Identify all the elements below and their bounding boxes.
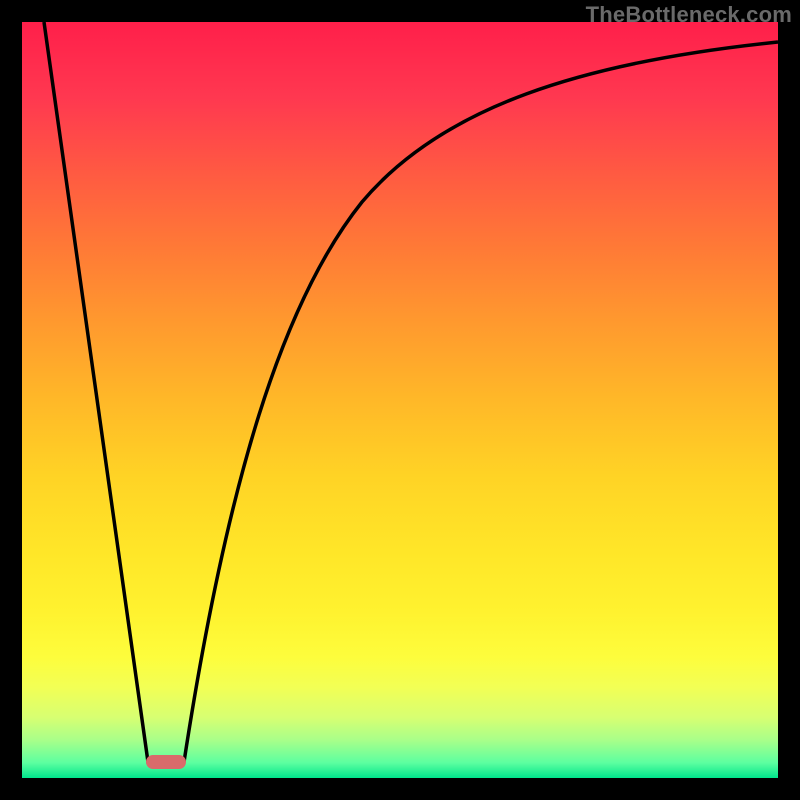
bottleneck-curve bbox=[22, 22, 778, 778]
trough-marker bbox=[146, 755, 186, 769]
plot-area bbox=[22, 22, 778, 778]
watermark-text: TheBottleneck.com bbox=[586, 2, 792, 28]
